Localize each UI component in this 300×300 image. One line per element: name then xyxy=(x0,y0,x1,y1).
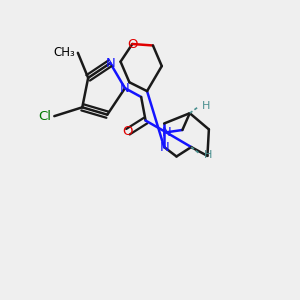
Text: H: H xyxy=(204,150,212,160)
Text: N: N xyxy=(120,82,130,95)
Text: N: N xyxy=(161,126,171,139)
Text: N: N xyxy=(105,57,115,70)
Text: N: N xyxy=(159,141,169,154)
Text: O: O xyxy=(127,38,138,50)
Text: H: H xyxy=(202,101,211,111)
Text: CH₃: CH₃ xyxy=(53,46,75,59)
Text: O: O xyxy=(123,125,133,138)
Text: Cl: Cl xyxy=(38,110,51,123)
